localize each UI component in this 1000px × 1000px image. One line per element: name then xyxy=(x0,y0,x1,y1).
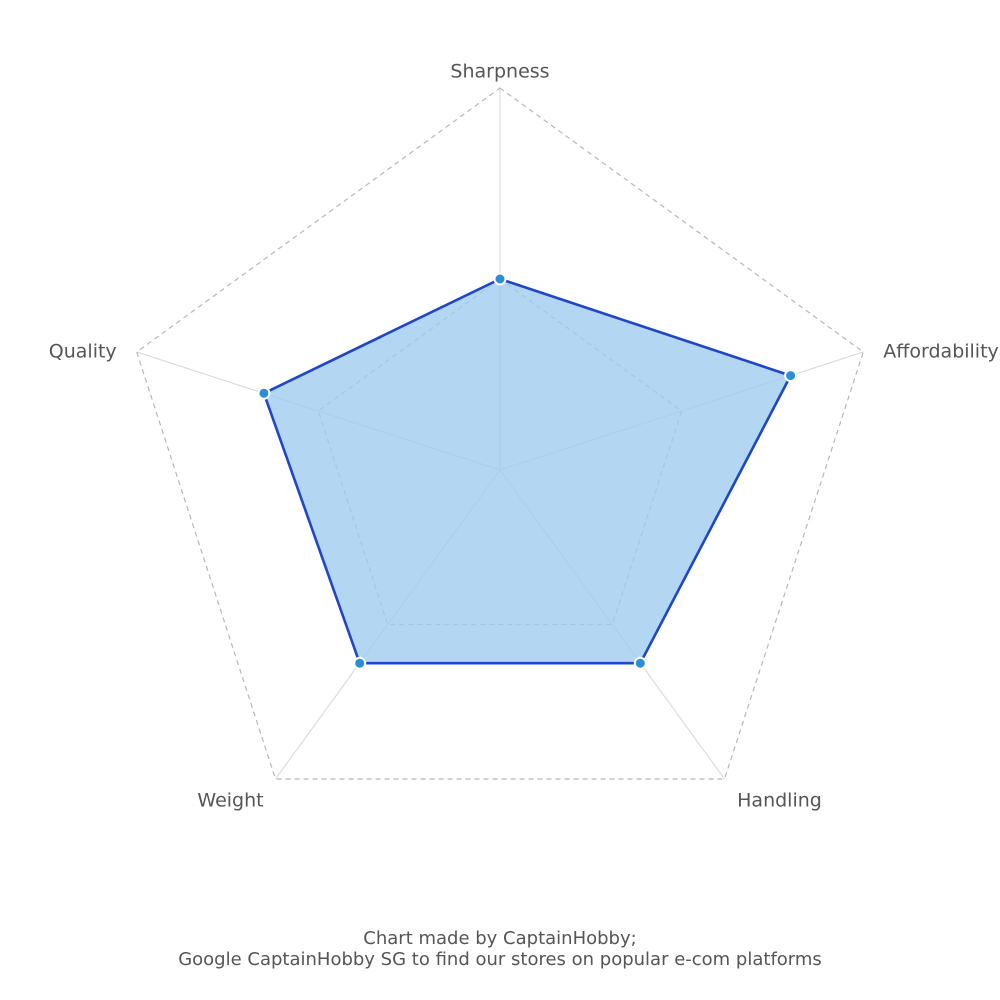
axis-labels: Sharpness Affordability Handling Weight Qual… xyxy=(49,61,999,812)
radar-series xyxy=(257,272,798,670)
axis-label-weight: Weight xyxy=(197,790,263,812)
series-area-0 xyxy=(262,277,793,665)
axis-label-sharpness: Sharpness xyxy=(450,61,549,83)
axis-label-handling: Handling xyxy=(737,790,822,812)
data-point-sharpness[interactable] xyxy=(493,272,507,286)
data-point-weight[interactable] xyxy=(353,656,367,670)
data-point-affordability[interactable] xyxy=(784,369,798,383)
data-point-handling[interactable] xyxy=(633,656,647,670)
credit-line-2: Google CaptainHobby SG to find our store… xyxy=(178,949,822,970)
data-point-quality[interactable] xyxy=(257,386,271,400)
chart-credit: Chart made by CaptainHobby; Google Capta… xyxy=(0,928,1000,970)
axis-label-quality: Quality xyxy=(49,341,117,363)
axis-label-affordability: Affordability xyxy=(883,341,998,363)
credit-line-1: Chart made by CaptainHobby; xyxy=(363,928,637,949)
